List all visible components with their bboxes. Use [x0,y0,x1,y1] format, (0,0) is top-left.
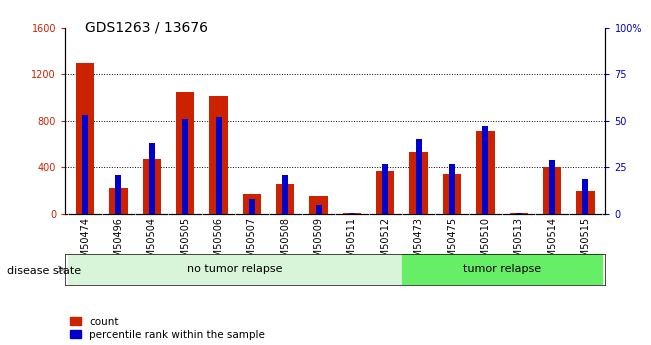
Bar [415,139,422,214]
Bar [215,117,221,214]
Bar [376,171,395,214]
Bar [143,159,161,214]
Bar [210,96,228,214]
Bar [443,174,461,214]
Bar [510,213,528,214]
Bar [82,115,88,214]
Text: tumor relapse: tumor relapse [463,264,541,274]
Bar [176,92,195,214]
Bar [449,164,455,214]
Bar [115,175,122,214]
Text: no tumor relapse: no tumor relapse [187,264,283,274]
Text: disease state: disease state [7,266,81,276]
Bar [276,184,294,214]
Bar [68,254,402,285]
Bar [382,164,388,214]
Bar [109,188,128,214]
Bar [402,254,602,285]
Text: GDS1263 / 13676: GDS1263 / 13676 [85,21,208,35]
Bar [249,199,255,214]
Bar [283,175,288,214]
Bar [309,196,327,214]
Bar [316,205,322,214]
Bar [543,167,561,214]
Bar [182,119,188,214]
Bar [243,194,261,214]
Bar [576,191,594,214]
Bar [482,126,488,214]
Bar [349,213,355,214]
Bar [549,160,555,214]
Bar [409,152,428,214]
Bar [476,131,495,214]
Bar [149,143,155,214]
Bar [343,213,361,214]
Legend: count, percentile rank within the sample: count, percentile rank within the sample [70,317,265,340]
Bar [516,213,521,214]
Bar [583,178,589,214]
Bar [76,62,94,214]
